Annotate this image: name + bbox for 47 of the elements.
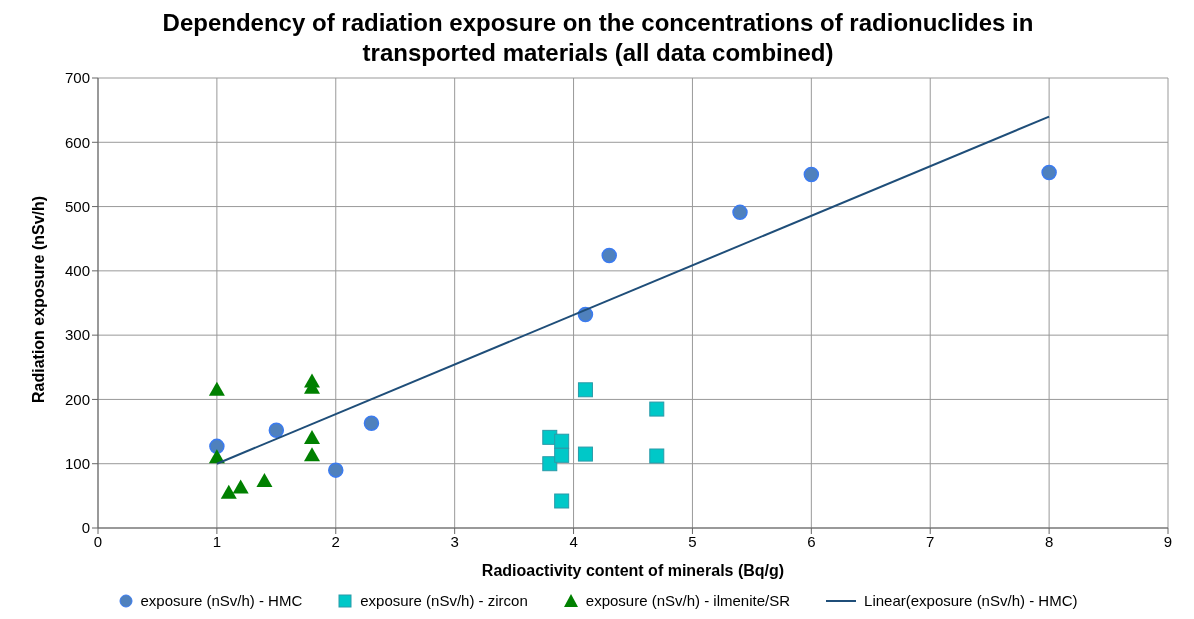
point xyxy=(577,446,593,462)
x-tick-label: 1 xyxy=(212,532,222,550)
point xyxy=(209,438,225,455)
point xyxy=(328,462,344,478)
point xyxy=(554,433,570,449)
x-tick-label: 4 xyxy=(569,532,578,550)
x-axis-title: Radioactivity content of minerals (Bq/g) xyxy=(481,562,785,579)
x-tick-label: 7 xyxy=(926,532,935,550)
y-tick-label: 600 xyxy=(64,133,90,151)
point xyxy=(1041,164,1057,181)
legend-label: exposure (nSv/h) - HMC xyxy=(140,592,303,609)
point xyxy=(304,447,320,462)
point xyxy=(256,473,273,488)
y-tick-label: 400 xyxy=(64,262,90,280)
y-tick-label: 100 xyxy=(64,455,90,473)
point xyxy=(803,166,820,183)
y-tick-label: 300 xyxy=(64,326,90,344)
x-tick-label: 0 xyxy=(93,532,103,550)
point xyxy=(304,430,320,444)
y-tick-label: 500 xyxy=(64,197,90,215)
point xyxy=(601,247,617,264)
point xyxy=(554,493,570,509)
point xyxy=(554,447,570,463)
x-tick-label: 6 xyxy=(807,532,816,550)
point xyxy=(268,422,285,439)
y-tick-label: 0 xyxy=(81,519,90,537)
point xyxy=(577,382,593,398)
y-axis-title: Radiation exposure (nSv/h) xyxy=(29,195,47,403)
chart-title: Dependency of radiation exposure on the concentrations of radionuclides in transported materials (all data combined) xyxy=(161,8,1035,68)
x-tick-label: 8 xyxy=(1044,532,1054,550)
point xyxy=(220,484,237,499)
point xyxy=(649,401,665,417)
point xyxy=(649,448,665,464)
y-tick-label: 700 xyxy=(64,69,90,87)
legend-label: exposure (nSv/h) - zircon xyxy=(360,592,528,609)
x-tick-label: 9 xyxy=(1163,532,1173,550)
point xyxy=(363,415,380,431)
x-tick-label: 3 xyxy=(450,532,459,550)
x-tick-label: 5 xyxy=(688,532,697,550)
point xyxy=(232,479,249,494)
y-tick-label: 200 xyxy=(64,390,90,408)
x-tick-label: 2 xyxy=(331,532,340,550)
point xyxy=(542,456,558,472)
point xyxy=(732,204,748,221)
legend-label: exposure (nSv/h) - ilmenite/SR xyxy=(585,592,791,609)
legend-label: Linear(exposure (nSv/h) - HMC) xyxy=(864,592,1078,609)
point xyxy=(208,381,225,396)
